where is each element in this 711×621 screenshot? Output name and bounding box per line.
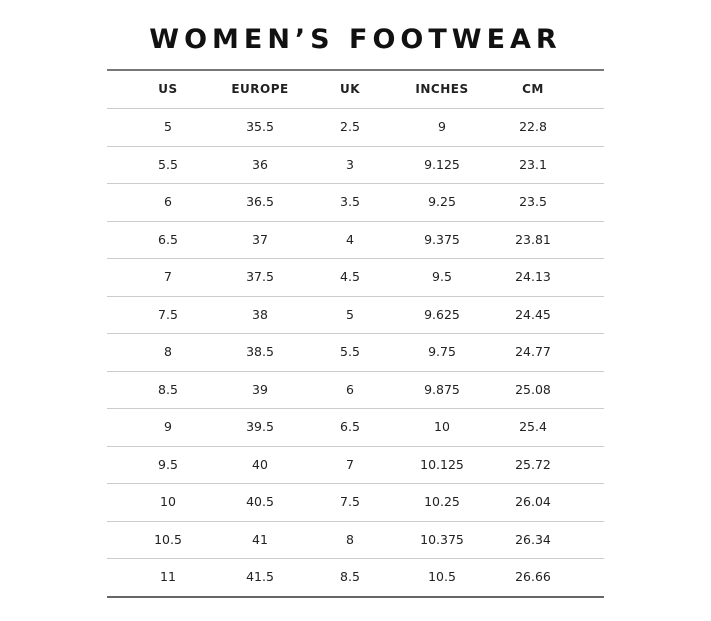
cell-europe: 37 — [252, 231, 268, 247]
cell-us: 11 — [160, 569, 176, 584]
cell-uk: 2.5 — [340, 119, 360, 134]
table-row: 9.5 40 7 10.125 25.72 — [107, 447, 604, 484]
cell-inches: 9.75 — [428, 344, 456, 359]
table-header-row: US EUROPE UK INCHES CM — [107, 71, 604, 109]
column-header-us: US — [158, 82, 178, 96]
cell-us: 10 — [160, 494, 176, 509]
cell-us: 8 — [164, 344, 172, 359]
cell-cm: 26.66 — [515, 569, 551, 584]
cell-uk: 8 — [346, 531, 354, 547]
cell-uk: 8.5 — [340, 569, 360, 584]
cell-europe: 35.5 — [246, 119, 274, 134]
cell-cm: 24.13 — [515, 269, 551, 284]
cell-inches: 10.125 — [420, 456, 464, 472]
cell-us: 6 — [164, 194, 172, 209]
cell-europe: 37.5 — [246, 269, 274, 284]
column-header-cm: CM — [522, 82, 544, 96]
table-row: 5.5 36 3 9.125 23.1 — [107, 147, 604, 184]
table-row: 5 35.5 2.5 9 22.8 — [107, 109, 604, 147]
cell-us: 7.5 — [158, 306, 178, 322]
cell-europe: 39.5 — [246, 419, 274, 434]
cell-uk: 3.5 — [340, 194, 360, 209]
cell-cm: 25.08 — [515, 381, 551, 397]
cell-us: 10.5 — [154, 531, 182, 547]
cell-inches: 9.125 — [424, 156, 460, 172]
cell-inches: 9.875 — [424, 381, 460, 397]
cell-inches: 10.5 — [428, 569, 456, 584]
cell-us: 7 — [164, 269, 172, 284]
table-row: 10.5 41 8 10.375 26.34 — [107, 522, 604, 559]
cell-europe: 41 — [252, 531, 268, 547]
cell-uk: 5.5 — [340, 344, 360, 359]
cell-inches: 9.625 — [424, 306, 460, 322]
cell-us: 8.5 — [158, 381, 178, 397]
cell-us: 5 — [164, 119, 172, 134]
cell-uk: 5 — [346, 306, 354, 322]
page-title: WOMEN’S FOOTWEAR — [149, 24, 562, 55]
cell-europe: 38 — [252, 306, 268, 322]
cell-uk: 6 — [346, 381, 354, 397]
cell-uk: 7.5 — [340, 494, 360, 509]
cell-inches: 10 — [434, 419, 450, 434]
column-header-inches: INCHES — [415, 82, 469, 96]
cell-us: 5.5 — [158, 156, 178, 172]
table-row: 11 41.5 8.5 10.5 26.66 — [107, 559, 604, 596]
cell-uk: 3 — [346, 156, 354, 172]
cell-europe: 40 — [252, 456, 268, 472]
table-row: 6.5 37 4 9.375 23.81 — [107, 222, 604, 259]
cell-inches: 9.5 — [432, 269, 452, 284]
cell-cm: 23.1 — [519, 156, 547, 172]
cell-cm: 25.4 — [519, 419, 547, 434]
size-table: US EUROPE UK INCHES CM 5 35.5 2.5 9 22.8 5.5 3… — [107, 69, 604, 598]
cell-us: 9 — [164, 419, 172, 434]
table-row: 6 36.5 3.5 9.25 23.5 — [107, 184, 604, 222]
cell-europe: 40.5 — [246, 494, 274, 509]
cell-us: 6.5 — [158, 231, 178, 247]
table-row: 10 40.5 7.5 10.25 26.04 — [107, 484, 604, 522]
table-row: 7.5 38 5 9.625 24.45 — [107, 297, 604, 334]
cell-cm: 24.45 — [515, 306, 551, 322]
cell-us: 9.5 — [158, 456, 178, 472]
table-row: 7 37.5 4.5 9.5 24.13 — [107, 259, 604, 297]
cell-uk: 6.5 — [340, 419, 360, 434]
table-row: 8 38.5 5.5 9.75 24.77 — [107, 334, 604, 372]
column-header-europe: EUROPE — [231, 82, 289, 96]
cell-cm: 23.81 — [515, 231, 551, 247]
cell-uk: 4.5 — [340, 269, 360, 284]
cell-uk: 4 — [346, 231, 354, 247]
cell-europe: 36.5 — [246, 194, 274, 209]
cell-inches: 9 — [438, 119, 446, 134]
cell-cm: 26.34 — [515, 531, 551, 547]
cell-inches: 10.375 — [420, 531, 464, 547]
cell-europe: 41.5 — [246, 569, 274, 584]
cell-cm: 25.72 — [515, 456, 551, 472]
table-row: 8.5 39 6 9.875 25.08 — [107, 372, 604, 409]
cell-inches: 9.375 — [424, 231, 460, 247]
cell-inches: 9.25 — [428, 194, 456, 209]
cell-cm: 22.8 — [519, 119, 547, 134]
cell-cm: 26.04 — [515, 494, 551, 509]
cell-uk: 7 — [346, 456, 354, 472]
column-header-uk: UK — [339, 82, 361, 96]
cell-europe: 39 — [252, 381, 268, 397]
cell-cm: 24.77 — [515, 344, 551, 359]
cell-europe: 38.5 — [246, 344, 274, 359]
table-row: 9 39.5 6.5 10 25.4 — [107, 409, 604, 447]
cell-cm: 23.5 — [519, 194, 547, 209]
cell-europe: 36 — [252, 156, 268, 172]
cell-inches: 10.25 — [424, 494, 460, 509]
